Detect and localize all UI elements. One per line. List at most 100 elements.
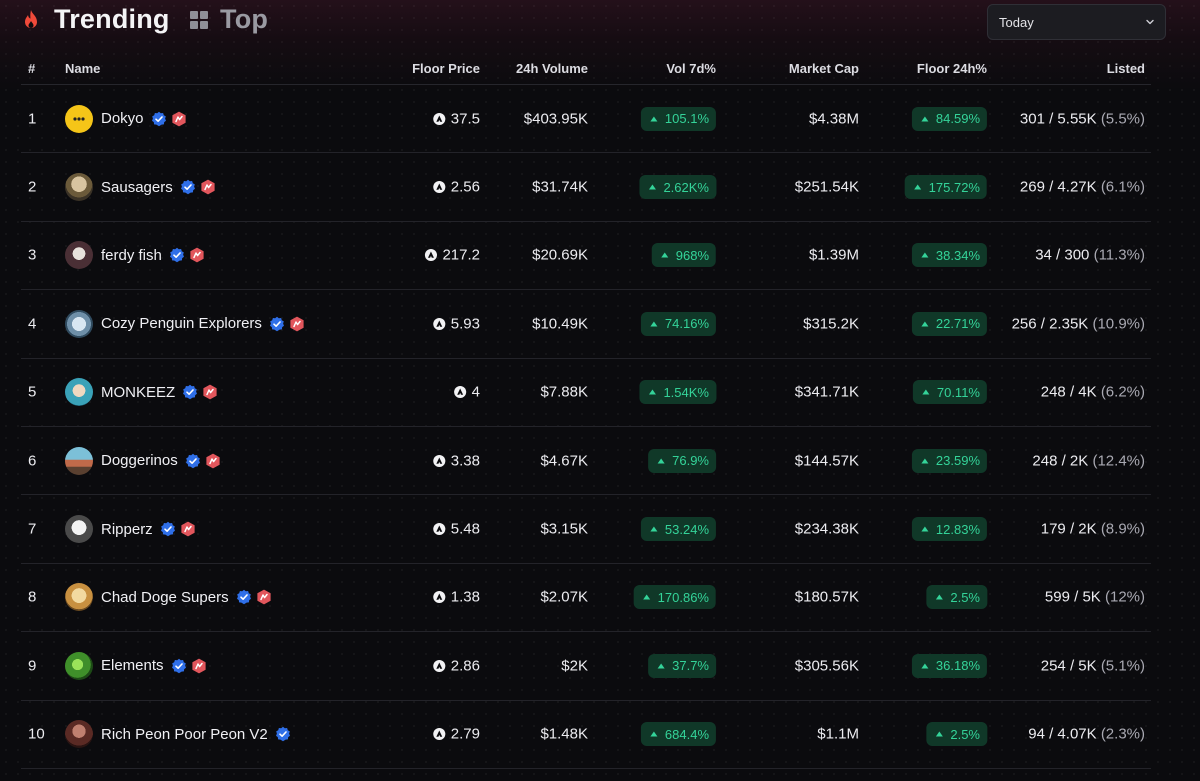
table-row[interactable]: 1 Dokyo 37.5 $403.95K 105.1% [21, 85, 1151, 154]
floor-price-value: 217.2 [442, 246, 480, 264]
collection-name[interactable]: Chad Doge Supers [101, 588, 229, 606]
marketplace-tag-icon [190, 248, 204, 263]
rank-cell: 7 [28, 520, 37, 538]
floor-price-cell: 4 [454, 384, 480, 401]
vol-7d-value: 74.16% [664, 316, 709, 332]
name-cell[interactable]: Elements [65, 651, 207, 680]
volume-24h-cell: $31.74K [532, 178, 588, 196]
collection-name[interactable]: MONKEEZ [101, 383, 176, 401]
triangle-up-icon [643, 594, 651, 600]
floor-24h-change-badge: 12.83% [911, 517, 987, 542]
listed-percent: (2.3%) [1100, 725, 1145, 743]
floor-24h-value: 12.83% [935, 521, 980, 537]
triangle-up-icon [650, 731, 658, 737]
period-select-value: Today [999, 14, 1034, 30]
vol-7d-cell: 2.62K% [639, 175, 716, 200]
verified-badge-icon [169, 248, 184, 263]
floor-24h-value: 2.5% [950, 726, 980, 742]
name-cell[interactable]: Chad Doge Supers [65, 583, 272, 612]
tab-top[interactable]: Top [190, 4, 268, 35]
listed-count: 599 / 5K [1044, 588, 1101, 606]
name-cell[interactable]: MONKEEZ [65, 378, 218, 407]
column-header-24h-volume[interactable]: 24h Volume [515, 61, 588, 76]
table-row[interactable]: 10 Rich Peon Poor Peon V2 2.79 $1.48K 68… [21, 701, 1151, 769]
name-cell[interactable]: Rich Peon Poor Peon V2 [65, 720, 295, 749]
triangle-up-icon [650, 116, 658, 122]
rank-cell: 8 [28, 588, 37, 606]
tab-trending[interactable]: Trending [22, 4, 170, 35]
table-row[interactable]: 2 Sausagers 2.56 $31.74K 2.62K% [21, 153, 1151, 222]
listed-cell: 256 / 2.35K (10.9%) [1012, 315, 1145, 332]
fire-icon [25, 9, 37, 28]
floor-24h-cell: 84.59% [911, 106, 987, 131]
volume-24h-cell: $403.95K [523, 110, 588, 128]
table-row[interactable]: 5 MONKEEZ 4 $7.88K 1.54K% [21, 359, 1151, 427]
collection-name[interactable]: Rich Peon Poor Peon V2 [101, 725, 268, 743]
floor-24h-change-badge: 22.71% [911, 311, 987, 336]
table-row[interactable]: 8 Chad Doge Supers 1.38 $2.07K 1 [21, 564, 1151, 633]
collection-name[interactable]: Ripperz [101, 520, 153, 538]
column-header-rank[interactable]: # [28, 61, 36, 76]
table-row[interactable]: 9 Elements 2.86 $2K 37.7% [21, 632, 1151, 701]
vol-7d-change-badge: 74.16% [640, 311, 716, 336]
triangle-up-icon [650, 526, 658, 532]
period-select[interactable]: Today [987, 4, 1166, 40]
coin-icon [433, 317, 446, 330]
floor-24h-cell: 38.34% [911, 243, 987, 268]
table-row[interactable]: 7 Ripperz 5.48 $3.15K 53.24% [21, 495, 1151, 564]
floor-price-value: 3.38 [450, 452, 480, 470]
collection-avatar [65, 651, 93, 680]
table-row[interactable]: 6 Doggerinos 3.38 $4.67K 76.9% [21, 427, 1151, 496]
listed-percent: (6.1%) [1100, 178, 1145, 196]
floor-price-cell: 5.93 [433, 315, 480, 332]
name-cell[interactable]: Dokyo [65, 104, 187, 133]
rank-cell: 1 [28, 110, 37, 128]
name-cell[interactable]: Sausagers [65, 173, 216, 202]
triangle-up-icon [921, 321, 929, 327]
volume-24h-cell: $20.69K [532, 246, 588, 264]
vol-7d-change-badge: 2.62K% [639, 175, 716, 200]
listed-percent: (12.4%) [1092, 452, 1145, 470]
name-cell[interactable]: Cozy Penguin Explorers [65, 309, 305, 338]
column-header-floor-price[interactable]: Floor Price [412, 61, 480, 76]
listed-percent: (5.1%) [1100, 657, 1145, 675]
listed-count: 301 / 5.55K [1019, 110, 1097, 128]
collection-name[interactable]: Dokyo [101, 110, 144, 128]
collection-name[interactable]: Cozy Penguin Explorers [101, 315, 262, 333]
market-cap-cell: $1.1M [817, 725, 859, 743]
floor-24h-value: 175.72% [928, 179, 980, 195]
name-cell[interactable]: Doggerinos [65, 446, 221, 475]
floor-24h-value: 22.71% [935, 316, 980, 332]
collection-name[interactable]: Elements [101, 657, 164, 675]
listed-cell: 248 / 4K (6.2%) [1041, 384, 1145, 401]
listed-cell: 179 / 2K (8.9%) [1041, 521, 1145, 538]
floor-price-value: 5.48 [450, 520, 480, 538]
listed-cell: 94 / 4.07K (2.3%) [1028, 726, 1145, 743]
coin-icon [433, 181, 446, 194]
column-header-name[interactable]: Name [65, 61, 101, 76]
listed-cell: 301 / 5.55K (5.5%) [1020, 110, 1145, 127]
collection-name[interactable]: ferdy fish [101, 246, 162, 264]
table-body: 1 Dokyo 37.5 $403.95K 105.1% [21, 85, 1151, 769]
listed-cell: 599 / 5K (12%) [1045, 589, 1145, 606]
column-header-vol-7d[interactable]: Vol 7d% [666, 61, 716, 76]
floor-price-value: 4 [471, 383, 480, 401]
floor-price-cell: 1.38 [433, 589, 480, 606]
column-header-listed[interactable]: Listed [1106, 61, 1145, 76]
listed-percent: (5.5%) [1100, 110, 1145, 128]
floor-24h-cell: 175.72% [904, 175, 987, 200]
triangle-up-icon [650, 321, 658, 327]
triangle-up-icon [935, 731, 943, 737]
name-cell[interactable]: Ripperz [65, 515, 196, 544]
collection-name[interactable]: Doggerinos [101, 452, 178, 470]
column-header-market-cap[interactable]: Market Cap [788, 61, 859, 76]
name-cell[interactable]: ferdy fish [65, 241, 205, 270]
triangle-up-icon [648, 184, 656, 190]
column-header-floor-24h[interactable]: Floor 24h% [916, 61, 987, 76]
table-row[interactable]: 4 Cozy Penguin Explorers 5.93 $10.49K [21, 290, 1151, 359]
listed-count: 269 / 4.27K [1019, 178, 1097, 196]
triangle-up-icon [657, 663, 665, 669]
collection-name[interactable]: Sausagers [101, 178, 173, 196]
verified-badge-icon [275, 727, 290, 742]
table-row[interactable]: 3 ferdy fish 217.2 $20.69K 968% [21, 222, 1151, 291]
